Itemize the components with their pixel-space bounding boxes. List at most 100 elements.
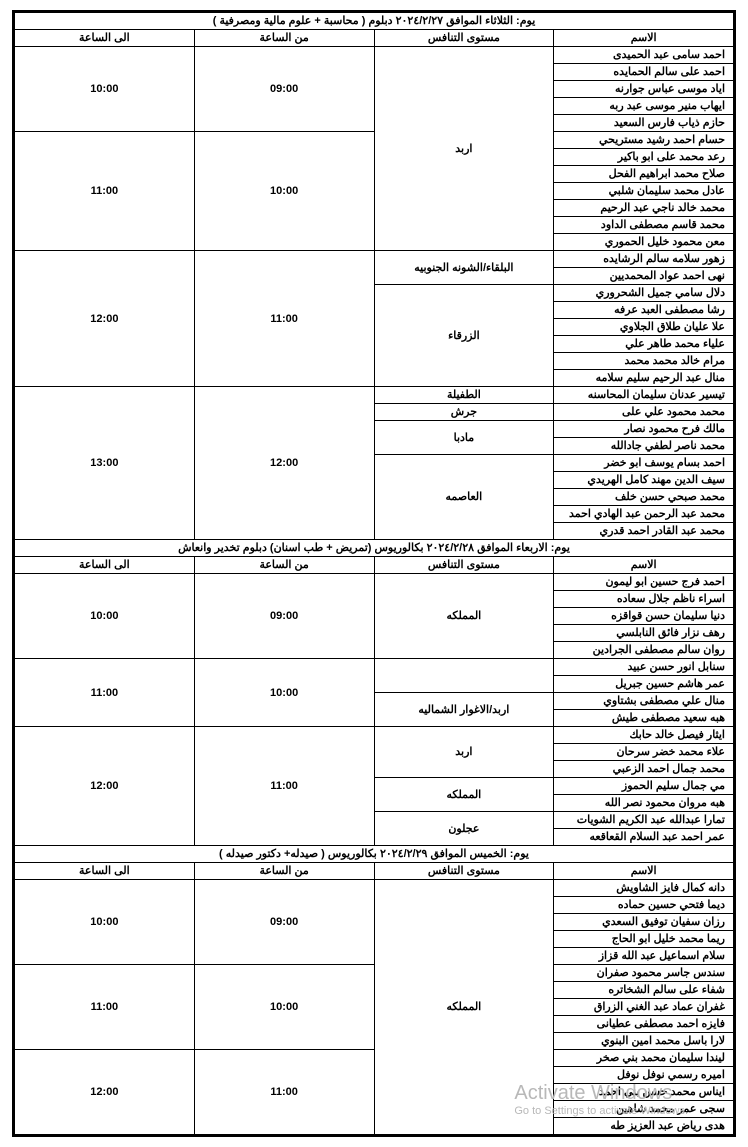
student-name: حازم ذياب فارس السعيد [554, 115, 734, 132]
time-to: 11:00 [15, 659, 195, 727]
competition-level: اربد/الاغوار الشماليه [374, 693, 554, 727]
col-header-name: الاسم [554, 30, 734, 47]
competition-level: مادبا [374, 421, 554, 455]
student-name: محمد خالد ناجي عبد الرحيم [554, 200, 734, 217]
competition-level: عجلون [374, 812, 554, 846]
time-to: 12:00 [15, 1050, 195, 1135]
student-name: هدى رياض عبد العزيز طه [554, 1118, 734, 1135]
student-name: مرام خالد محمد محمد [554, 353, 734, 370]
col-header-to: الى الساعة [15, 557, 195, 574]
student-name: غفران عماد عبد الغني الزراق [554, 999, 734, 1016]
col-header-from: من الساعة [194, 30, 374, 47]
student-name: مالك فرح محمود نصار [554, 421, 734, 438]
student-name: دانه كمال فايز الشاويش [554, 880, 734, 897]
col-header-level: مستوى التنافس [374, 30, 554, 47]
student-name: سندس جاسر محمود صفران [554, 965, 734, 982]
time-to: 11:00 [15, 965, 195, 1050]
student-name: ايثار فيصل خالد حابك [554, 727, 734, 744]
student-name: روان سالم مصطفى الجرادين [554, 642, 734, 659]
student-name: فايزه احمد مصطفى عطيانى [554, 1016, 734, 1033]
day-title: يوم: الخميس الموافق ٢٠٢٤/٢/٢٩ بكالوريوس … [15, 846, 734, 863]
student-name: نهى احمد عواد المحمديين [554, 268, 734, 285]
col-header-from: من الساعة [194, 557, 374, 574]
student-name: مي جمال سليم الحموز [554, 778, 734, 795]
student-name: حسام احمد رشيد مستريحي [554, 132, 734, 149]
competition-level: اربد [374, 727, 554, 778]
col-header-level: مستوى التنافس [374, 557, 554, 574]
student-name: اياد موسى عباس جوارنه [554, 81, 734, 98]
student-name: اميره رسمي نوفل نوفل [554, 1067, 734, 1084]
student-name: علاء محمد خضر سرحان [554, 744, 734, 761]
col-header-level: مستوى التنافس [374, 863, 554, 880]
student-name: دلال سامي جميل الشحروري [554, 285, 734, 302]
time-from: 11:00 [194, 727, 374, 846]
student-name: محمد محمود علي على [554, 404, 734, 421]
student-name: منال علي مصطفى بشتاوي [554, 693, 734, 710]
time-from: 09:00 [194, 47, 374, 132]
student-name: سنابل انور حسن عبيد [554, 659, 734, 676]
time-from: 11:00 [194, 1050, 374, 1135]
competition-level: الزرقاء [374, 285, 554, 387]
col-header-from: من الساعة [194, 863, 374, 880]
student-name: معن محمود خليل الحموري [554, 234, 734, 251]
student-name: محمد جمال احمد الزعبي [554, 761, 734, 778]
schedule-container: يوم: الثلاثاء الموافق ٢٠٢٤/٢/٢٧ دبلوم ( … [12, 10, 736, 1137]
student-name: رزان سفيان توفيق السعدي [554, 914, 734, 931]
student-name: تيسير عدنان سليمان المحاسنه [554, 387, 734, 404]
student-name: محمد ناصر لطفي جادالله [554, 438, 734, 455]
competition-level: الطفيلة [374, 387, 554, 404]
student-name: محمد عبد القادر احمد قدري [554, 523, 734, 540]
time-from: 10:00 [194, 132, 374, 251]
student-name: عمر هاشم حسين جبريل [554, 676, 734, 693]
time-to: 10:00 [15, 574, 195, 659]
competition-level: البلقاء/الشونه الجنوبيه [374, 251, 554, 285]
student-name: ايناس محمد حسن بني احمد [554, 1084, 734, 1101]
time-to: 11:00 [15, 132, 195, 251]
student-name: ليندا سليمان محمد بني صخر [554, 1050, 734, 1067]
student-name: دنيا سليمان حسن قواقزه [554, 608, 734, 625]
student-name: شفاء على سالم الشخاتره [554, 982, 734, 999]
time-from: 10:00 [194, 965, 374, 1050]
time-to: 12:00 [15, 251, 195, 387]
competition-level: جرش [374, 404, 554, 421]
student-name: ريما محمد خليل ابو الحاج [554, 931, 734, 948]
student-name: رشا مصطفى العبد عرفه [554, 302, 734, 319]
student-name: محمد قاسم مصطفى الداود [554, 217, 734, 234]
student-name: عادل محمد سليمان شلبي [554, 183, 734, 200]
student-name: احمد على سالم الحمايده [554, 64, 734, 81]
student-name: علا عليان طلاق الجلاوي [554, 319, 734, 336]
student-name: رعد محمد على ابو باكير [554, 149, 734, 166]
student-name: محمد صبحي حسن خلف [554, 489, 734, 506]
student-name: لارا باسل محمد امين البنوي [554, 1033, 734, 1050]
student-name: رهف نزار فائق النابلسي [554, 625, 734, 642]
student-name: محمد عبد الرحمن عبد الهادي احمد [554, 506, 734, 523]
student-name: ايهاب منير موسى عبد ربه [554, 98, 734, 115]
student-name: منال عبد الرحيم سليم سلامه [554, 370, 734, 387]
col-header-to: الى الساعة [15, 30, 195, 47]
student-name: هبه سعيد مصطفى طيش [554, 710, 734, 727]
col-header-name: الاسم [554, 557, 734, 574]
student-name: احمد سامى عبد الحميدى [554, 47, 734, 64]
student-name: احمد بسام يوسف ابو خضر [554, 455, 734, 472]
student-name: ديما فتحي حسين حماده [554, 897, 734, 914]
time-to: 10:00 [15, 47, 195, 132]
student-name: صلاح محمد ابراهيم الفحل [554, 166, 734, 183]
competition-level: اربد [374, 47, 554, 251]
col-header-name: الاسم [554, 863, 734, 880]
student-name: سجى عمر محمد شاهين [554, 1101, 734, 1118]
schedule-table: يوم: الثلاثاء الموافق ٢٠٢٤/٢/٢٧ دبلوم ( … [14, 12, 734, 1135]
day-title: يوم: الثلاثاء الموافق ٢٠٢٤/٢/٢٧ دبلوم ( … [15, 13, 734, 30]
time-to: 13:00 [15, 387, 195, 540]
time-from: 12:00 [194, 387, 374, 540]
time-from: 10:00 [194, 659, 374, 727]
student-name: زهور سلامه سالم الرشايده [554, 251, 734, 268]
student-name: عمر احمد عبد السلام القعاقعه [554, 829, 734, 846]
student-name: اسراء ناظم جلال سعاده [554, 591, 734, 608]
competition-level: المملكه [374, 880, 554, 1135]
student-name: تمارا عبدالله عبد الكريم الشويات [554, 812, 734, 829]
time-from: 11:00 [194, 251, 374, 387]
competition-level: العاصمه [374, 455, 554, 540]
competition-level: المملكه [374, 574, 554, 659]
student-name: علياء محمد طاهر علي [554, 336, 734, 353]
time-to: 12:00 [15, 727, 195, 846]
